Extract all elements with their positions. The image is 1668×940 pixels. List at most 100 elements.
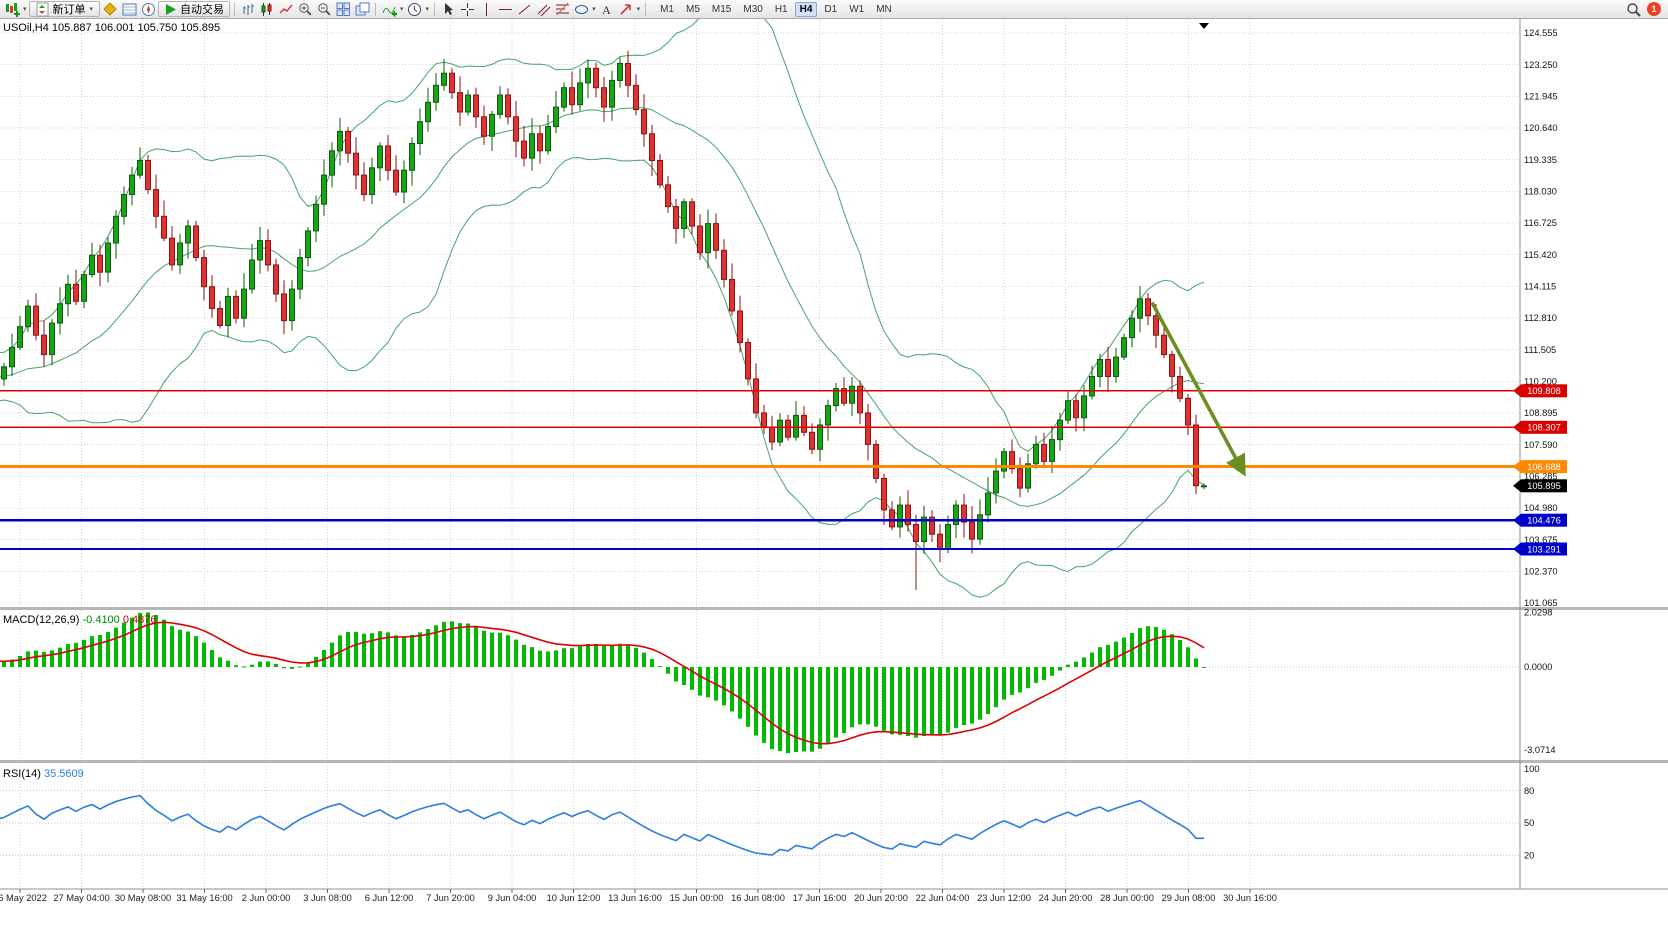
panel-separator[interactable] (0, 607, 1668, 610)
macd-bar (1066, 664, 1070, 667)
macd-bar (1018, 667, 1022, 693)
bar-chart-icon[interactable] (239, 1, 257, 17)
macd-label: MACD(12,26,9) -0.4100 0.4876 (3, 614, 157, 626)
timeframe-d1[interactable]: D1 (824, 3, 838, 15)
candle-body (297, 257, 303, 290)
candle-body (265, 240, 271, 266)
candle-body (209, 286, 215, 310)
fibonacci-icon[interactable] (553, 1, 571, 17)
vertical-line-icon[interactable] (477, 1, 495, 17)
chart-canvas[interactable]: 124.555 123.250 121.945 120.640 119.335 118.0… (0, 13, 1668, 940)
new-order-button[interactable]: 新订单 ▾ (28, 1, 101, 17)
cascade-windows-icon[interactable] (353, 1, 371, 17)
macd-bar (850, 667, 854, 728)
chart-background (0, 19, 1668, 940)
timeframe-m15[interactable]: M15 (711, 3, 732, 15)
macd-axis-label: 0.0000 (1524, 662, 1552, 672)
arrow-tools-icon[interactable] (617, 1, 635, 17)
candle-body (993, 470, 999, 494)
price-level-badge-notch (1513, 384, 1521, 398)
candle-body (425, 101, 431, 123)
trendline-icon[interactable] (515, 1, 533, 17)
macd-bar (1082, 657, 1086, 667)
chevron-down-icon[interactable]: ▾ (400, 6, 404, 13)
zoom-in-icon[interactable] (296, 1, 314, 17)
horizontal-grid (0, 32, 1519, 604)
macd-bar (930, 667, 934, 736)
zoom-out-icon[interactable] (315, 1, 333, 17)
panel-separator[interactable] (0, 760, 1668, 763)
candle-body (897, 504, 903, 528)
price-axis-label: 115.420 (1524, 250, 1557, 260)
candle-body (1001, 451, 1007, 472)
macd-bar (1202, 667, 1206, 668)
macd-bar (866, 667, 870, 725)
macd-bar (74, 642, 78, 667)
chevron-down-icon[interactable]: ▾ (23, 6, 27, 13)
macd-bar (250, 664, 254, 667)
price-level-badge-label: 109.808 (1527, 386, 1561, 396)
timeframe-w1[interactable]: W1 (849, 3, 865, 15)
autotrading-button[interactable]: 自动交易 (158, 1, 231, 17)
macd-bar (362, 633, 366, 667)
candlestick-chart-icon[interactable] (258, 1, 276, 17)
candle-body (1, 366, 7, 380)
crosshair-icon[interactable] (458, 1, 476, 17)
shapes-icon[interactable] (572, 1, 590, 17)
macd-bar (1170, 634, 1174, 667)
macd-bar (514, 639, 518, 667)
candle-body (729, 278, 735, 312)
macd-bar (874, 667, 878, 727)
price-axis-label: 124.555 (1524, 28, 1558, 38)
timeframe-m1[interactable]: M1 (660, 3, 674, 15)
candle-body (657, 160, 663, 186)
candle-body (1113, 356, 1119, 378)
line-chart-icon[interactable] (277, 1, 295, 17)
macd-bar (1178, 640, 1182, 667)
candle-body (97, 254, 103, 273)
price-axis-label: 103.675 (1524, 535, 1558, 545)
macd-axis-label: 2.0298 (1524, 607, 1552, 617)
timeframe-m5[interactable]: M5 (686, 3, 700, 15)
indicators-icon[interactable] (380, 1, 398, 17)
macd-bar (1194, 658, 1198, 667)
trend-arrow[interactable] (1150, 301, 1246, 477)
chevron-down-icon[interactable]: ▾ (425, 6, 430, 13)
timeframe-mn[interactable]: MN (876, 3, 892, 15)
macd-bar (690, 667, 694, 690)
new-chart-icon[interactable] (3, 1, 21, 17)
macd-bar (426, 629, 430, 667)
timeframe-m30[interactable]: M30 (743, 3, 763, 15)
macd-bar (1114, 641, 1118, 667)
candle-body (777, 419, 783, 443)
macd-bar (138, 612, 142, 667)
cursor-icon[interactable] (439, 1, 457, 17)
timeframe-h4[interactable]: H4 (794, 1, 818, 17)
candle-body (289, 288, 295, 322)
chevron-down-icon[interactable]: ▾ (636, 6, 641, 13)
search-icon[interactable] (1624, 1, 1642, 17)
candle-body (641, 109, 647, 135)
chevron-down-icon[interactable]: ▾ (592, 6, 596, 13)
chart-shift-marker[interactable] (1199, 23, 1209, 29)
horizontal-line-icon[interactable] (496, 1, 514, 17)
notification-badge[interactable]: 1 (1647, 2, 1661, 16)
text-icon[interactable]: A (598, 1, 616, 17)
candle-body (361, 174, 367, 196)
macd-bar (762, 667, 766, 743)
current-price-badge-label: 105.895 (1527, 481, 1561, 491)
macd-bar (834, 667, 838, 738)
toolbar-separator (434, 2, 436, 16)
equidistant-channel-icon[interactable] (534, 1, 552, 17)
candle-body (1201, 485, 1207, 488)
tile-windows-icon[interactable] (334, 1, 352, 17)
market-watch-icon[interactable] (101, 1, 119, 17)
data-window-icon[interactable] (120, 1, 138, 17)
navigator-icon[interactable] (139, 1, 157, 17)
price-level-badge-label: 108.307 (1527, 423, 1561, 433)
candle-body (521, 140, 527, 159)
periods-clock-icon[interactable] (406, 1, 424, 17)
timeframe-h1[interactable]: H1 (774, 3, 788, 15)
candle-body (633, 84, 639, 111)
macd-bar (66, 643, 70, 667)
